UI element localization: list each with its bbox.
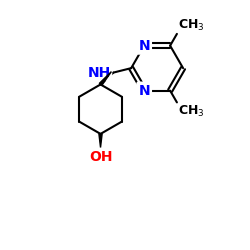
Text: N: N xyxy=(138,84,150,98)
Text: CH$_3$: CH$_3$ xyxy=(178,104,205,119)
Text: OH: OH xyxy=(89,150,112,164)
Polygon shape xyxy=(99,134,102,147)
Text: N: N xyxy=(138,39,150,53)
Polygon shape xyxy=(99,72,112,86)
Text: NH: NH xyxy=(88,66,111,80)
Text: CH$_3$: CH$_3$ xyxy=(178,18,205,33)
